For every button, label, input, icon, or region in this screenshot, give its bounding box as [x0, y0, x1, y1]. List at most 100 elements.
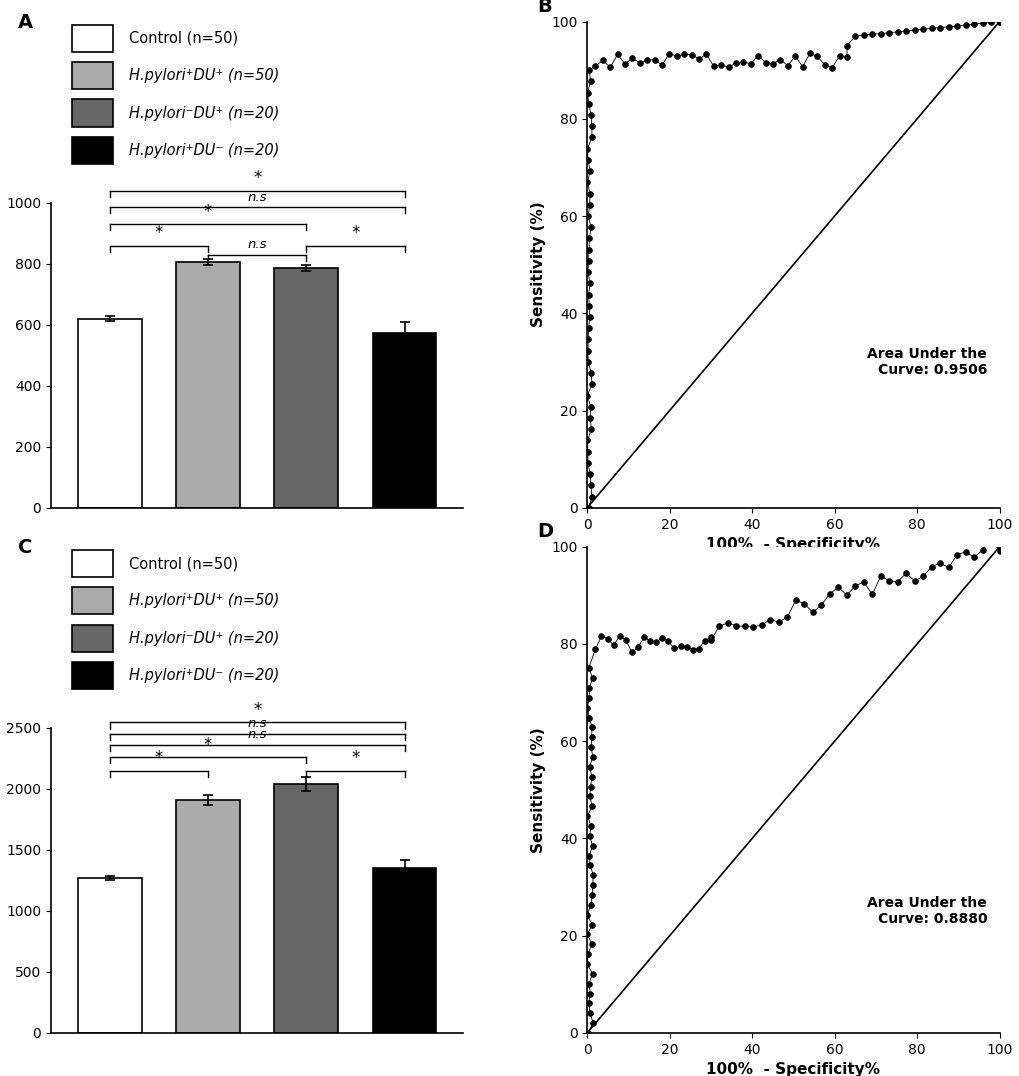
Point — [581, 309, 597, 326]
Point — [605, 637, 622, 654]
Point — [580, 286, 596, 303]
Point — [582, 778, 598, 795]
FancyBboxPatch shape — [71, 662, 113, 689]
Point — [582, 985, 598, 1002]
Point — [579, 1024, 595, 1042]
Point — [582, 185, 598, 202]
Point — [889, 24, 905, 41]
Point — [579, 443, 595, 461]
Point — [587, 57, 603, 74]
Point — [582, 73, 598, 90]
Text: *: * — [155, 749, 163, 767]
Point — [580, 660, 596, 677]
Point — [779, 608, 795, 625]
Point — [635, 628, 651, 646]
Point — [829, 579, 846, 596]
Point — [583, 107, 599, 124]
FancyBboxPatch shape — [71, 137, 113, 164]
Point — [804, 604, 820, 621]
Point — [702, 628, 718, 646]
Point — [990, 13, 1007, 30]
Point — [579, 431, 595, 449]
Text: *: * — [351, 749, 360, 767]
Point — [579, 152, 595, 169]
Point — [863, 585, 879, 603]
Point — [587, 640, 603, 657]
Text: n.s: n.s — [248, 190, 267, 203]
FancyBboxPatch shape — [71, 99, 113, 127]
Point — [796, 595, 812, 612]
X-axis label: 100%  - Specificity%: 100% - Specificity% — [706, 1062, 879, 1076]
Point — [646, 52, 662, 69]
Point — [582, 1005, 598, 1022]
Point — [581, 847, 597, 864]
Point — [948, 547, 964, 564]
Point — [580, 208, 596, 225]
Point — [753, 617, 769, 634]
Bar — [77, 878, 142, 1033]
Point — [702, 632, 718, 649]
Bar — [372, 867, 436, 1033]
Point — [581, 297, 597, 314]
Point — [855, 574, 871, 591]
Point — [581, 196, 597, 213]
Point — [579, 906, 595, 923]
Point — [641, 633, 657, 650]
Point — [897, 23, 913, 40]
Point — [629, 639, 645, 656]
Point — [871, 568, 888, 585]
Text: H.pylori⁻DU⁺ (n=20): H.pylori⁻DU⁺ (n=20) — [129, 631, 279, 646]
Text: n.s: n.s — [248, 718, 267, 731]
Point — [585, 1015, 601, 1032]
Point — [914, 20, 930, 38]
Point — [581, 230, 597, 247]
Point — [931, 554, 948, 571]
FancyBboxPatch shape — [71, 550, 113, 577]
Point — [957, 543, 973, 561]
Point — [581, 759, 597, 776]
Point — [787, 47, 803, 65]
Point — [580, 995, 596, 1013]
Point — [855, 27, 871, 44]
Point — [990, 538, 1007, 555]
Point — [690, 640, 706, 657]
Point — [668, 47, 685, 65]
Point — [611, 627, 628, 645]
Point — [846, 578, 862, 595]
Point — [821, 585, 838, 603]
Point — [683, 46, 699, 63]
Point — [580, 241, 596, 258]
Point — [672, 638, 688, 655]
Point — [794, 58, 810, 75]
Point — [582, 477, 598, 494]
Point — [579, 946, 595, 963]
Point — [990, 542, 1007, 560]
Point — [838, 586, 854, 604]
Point — [787, 592, 803, 609]
Text: C: C — [18, 538, 33, 557]
Point — [957, 16, 973, 33]
Point — [678, 638, 694, 655]
Point — [990, 13, 1007, 30]
Point — [616, 55, 633, 72]
Point — [624, 49, 640, 67]
FancyBboxPatch shape — [71, 587, 113, 614]
Point — [583, 376, 599, 393]
Point — [906, 22, 922, 39]
Text: Control (n=50): Control (n=50) — [129, 556, 238, 571]
Point — [973, 541, 989, 558]
Point — [582, 409, 598, 426]
Text: H.pylori⁺DU⁻ (n=20): H.pylori⁺DU⁻ (n=20) — [129, 668, 279, 683]
Point — [653, 56, 669, 73]
Text: B: B — [537, 0, 552, 16]
Point — [897, 565, 913, 582]
Point — [965, 549, 981, 566]
Point — [584, 877, 600, 894]
Text: H.pylori⁺DU⁺ (n=50): H.pylori⁺DU⁺ (n=50) — [129, 68, 279, 83]
Point — [583, 365, 599, 382]
Bar — [274, 784, 338, 1033]
Point — [676, 45, 692, 62]
Point — [830, 47, 847, 65]
Point — [583, 421, 599, 438]
Point — [982, 532, 999, 549]
